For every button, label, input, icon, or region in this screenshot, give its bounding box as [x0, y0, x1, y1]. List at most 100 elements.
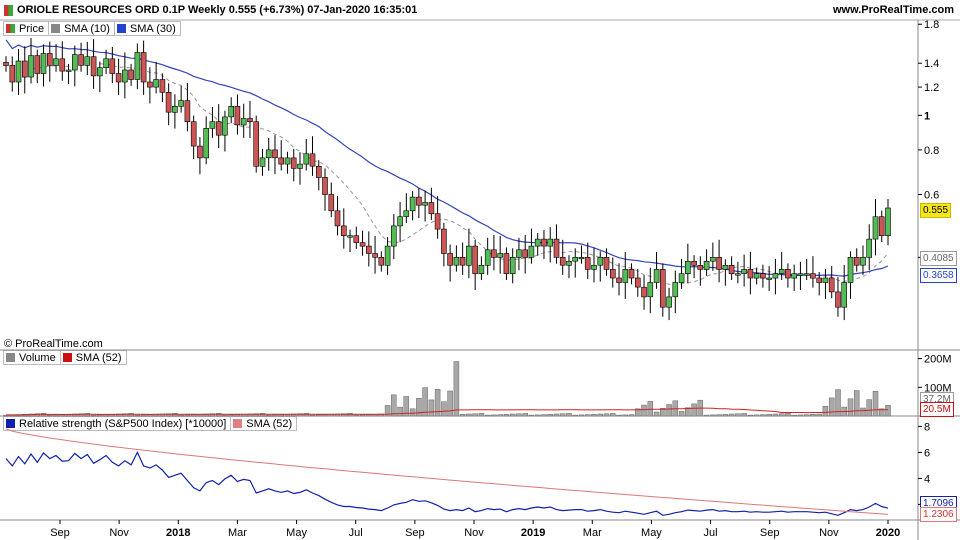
candle-body	[184, 100, 191, 122]
legend-sma30[interactable]: SMA (30)	[113, 21, 181, 36]
candle-body	[853, 256, 860, 266]
site-link[interactable]: www.ProRealTime.com	[832, 4, 954, 16]
x-tick-label: Sep	[405, 527, 425, 539]
rs-swatch	[6, 419, 15, 428]
candle-body	[347, 235, 353, 238]
sma10-line	[30, 61, 889, 286]
volume-bar	[366, 414, 372, 417]
candle-body	[622, 269, 629, 283]
legend-sma10[interactable]: SMA (10)	[48, 21, 115, 36]
candle-body	[190, 121, 197, 147]
volume-bar	[459, 414, 466, 417]
volume-bar	[828, 397, 835, 417]
volume-bar	[622, 414, 629, 417]
volume-bar	[441, 401, 447, 417]
volume-bar	[747, 414, 754, 417]
x-tick-label: Mar	[583, 527, 602, 539]
price-tick-label: 0.8	[924, 145, 939, 157]
volume-bar	[716, 414, 722, 417]
candle-body	[847, 256, 854, 283]
candle-body	[741, 269, 747, 274]
volume-tick-label: 100M	[924, 382, 952, 394]
candle-body	[710, 256, 716, 262]
candle-body	[447, 253, 453, 266]
candle-body	[253, 121, 259, 167]
rs-sma-tag: 1.2306	[920, 507, 957, 522]
volume-bar	[666, 404, 672, 417]
candle-body	[359, 242, 366, 247]
volume-bar	[685, 407, 691, 417]
legend-rs-sma[interactable]: SMA (52)	[230, 416, 298, 431]
volume-bar	[597, 413, 604, 417]
volume-bar	[878, 408, 885, 417]
volume-bar	[453, 361, 460, 417]
volume-bar	[253, 413, 259, 417]
candle-body	[503, 253, 510, 275]
candle-body	[647, 282, 654, 298]
volume-bar	[228, 414, 234, 417]
legend-volume[interactable]: Volume	[3, 350, 61, 365]
sma30-line	[5, 39, 889, 277]
volume-bar	[503, 414, 510, 417]
candle-body	[766, 277, 772, 280]
candle-body	[290, 157, 297, 169]
candle-body	[860, 256, 866, 266]
candle-body	[609, 269, 616, 279]
candle-body	[59, 58, 66, 72]
volume-bar	[78, 413, 84, 417]
volume-bar	[90, 414, 97, 417]
candle-body	[522, 249, 529, 258]
candle-body	[772, 273, 779, 279]
volume-bar	[516, 413, 522, 417]
volume-bar	[603, 413, 610, 417]
candle-body	[653, 269, 660, 283]
candle-body	[641, 286, 647, 298]
candle-body	[328, 194, 335, 212]
candle-body	[103, 58, 109, 68]
candle-body	[153, 79, 159, 88]
legend-volume-sma[interactable]: SMA (52)	[59, 350, 127, 365]
candle-body	[265, 149, 272, 159]
candle-body	[197, 145, 203, 159]
volume-bar	[635, 408, 641, 417]
candle-body	[478, 264, 485, 274]
candle-body	[841, 282, 848, 308]
volume-bar	[791, 414, 797, 417]
candle-body	[122, 69, 128, 83]
rs-tick-label: 6	[924, 447, 930, 459]
rs-tick-label: 8	[924, 421, 930, 433]
volume-bar	[541, 414, 547, 417]
volume-bar	[572, 414, 578, 417]
sma10-swatch	[51, 24, 61, 33]
candle-body	[634, 277, 641, 288]
candle-body	[372, 253, 378, 258]
x-tick-label: Mar	[228, 527, 247, 539]
candle-body	[416, 196, 422, 206]
legend-price[interactable]: Price	[3, 21, 50, 36]
sma30-swatch	[116, 24, 126, 33]
candle-body	[684, 260, 691, 274]
volume-bar	[391, 394, 397, 417]
volume-bar	[797, 414, 804, 417]
volume-bar	[616, 414, 622, 417]
candle-body	[453, 256, 460, 266]
volume-bar	[772, 413, 779, 417]
volume-bar	[309, 414, 316, 417]
candle-body	[791, 273, 798, 279]
volume-bar	[660, 408, 666, 417]
candle-body	[78, 54, 84, 66]
volume-bar	[547, 414, 553, 417]
candle-body	[334, 210, 341, 227]
candle-body	[497, 253, 504, 258]
x-tick-label: Sep	[50, 527, 70, 539]
candle-body	[9, 65, 16, 83]
volume-bar	[222, 414, 228, 417]
candle-body	[203, 128, 209, 159]
candle-body	[21, 60, 28, 78]
volume-bar	[341, 413, 347, 417]
volume-bar	[610, 413, 616, 417]
candle-body	[3, 62, 9, 66]
candle-body	[528, 245, 535, 258]
candle-body	[722, 264, 729, 270]
